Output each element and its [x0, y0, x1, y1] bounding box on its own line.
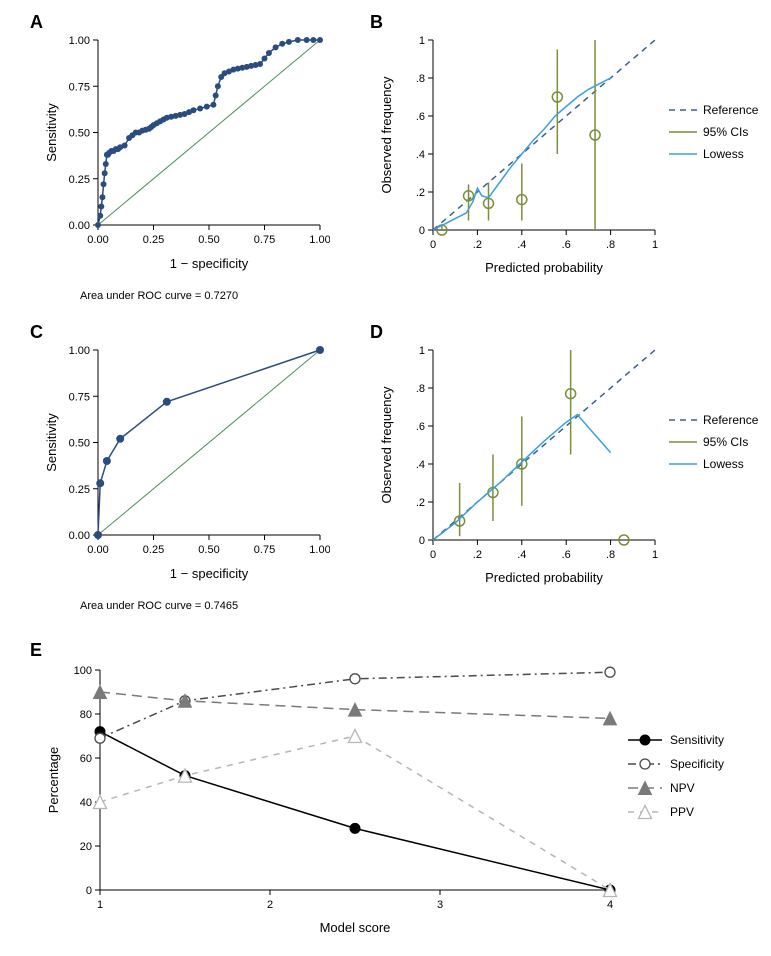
svg-text:0.75: 0.75: [69, 81, 90, 93]
svg-text:1: 1: [652, 239, 658, 251]
svg-text:0: 0: [419, 535, 425, 547]
svg-text:1.00: 1.00: [69, 345, 90, 357]
svg-text:95% CIs: 95% CIs: [703, 125, 748, 139]
panel-b: 0 .2 .4 .6 .8 1 0 .2 .4 .6 .8 1 Predicted probabilit…: [375, 30, 765, 280]
svg-text:0: 0: [430, 549, 436, 561]
panel-d: 0 .2 .4 .6 .8 1 0 .2 .4 .6 .8 1 Predicted probabilit…: [375, 340, 765, 590]
panel-a-svg: 0.00 0.25 0.50 0.75 1.00 0.00 0.25 0.50 0.75 1.00…: [40, 30, 330, 280]
panel-c: 0.00 0.25 0.50 0.75 1.00 0.00 0.25 0.50 0.75 1.00…: [40, 340, 330, 590]
svg-text:Predicted probability: Predicted probability: [485, 260, 603, 275]
panel-e-svg: 1234020406080100Model scorePercentageSen…: [40, 660, 750, 940]
panel-a: 0.00 0.25 0.50 0.75 1.00 0.00 0.25 0.50 0.75 1.00…: [40, 30, 330, 280]
svg-text:PPV: PPV: [670, 805, 694, 819]
svg-text:1.00: 1.00: [309, 234, 330, 246]
svg-text:Sensitivity: Sensitivity: [44, 103, 59, 162]
svg-text:1.00: 1.00: [309, 544, 330, 556]
panel-d-svg: 0 .2 .4 .6 .8 1 0 .2 .4 .6 .8 1 Predicted probabilit…: [375, 340, 765, 590]
svg-text:0.25: 0.25: [143, 234, 164, 246]
svg-text:.6: .6: [416, 421, 425, 433]
svg-text:Lowess: Lowess: [703, 457, 744, 471]
panel-e: 1234020406080100Model scorePercentageSen…: [40, 660, 750, 940]
svg-text:0.25: 0.25: [69, 174, 90, 186]
panel-c-svg: 0.00 0.25 0.50 0.75 1.00 0.00 0.25 0.50 0.75 1.00…: [40, 340, 330, 590]
svg-text:0.25: 0.25: [143, 544, 164, 556]
svg-text:Model score: Model score: [320, 920, 391, 935]
svg-text:Sensitivity: Sensitivity: [44, 413, 59, 472]
svg-text:.6: .6: [416, 111, 425, 123]
svg-text:4: 4: [607, 899, 613, 911]
svg-text:Reference: Reference: [703, 413, 759, 427]
svg-text:2: 2: [267, 899, 273, 911]
svg-text:95% CIs: 95% CIs: [703, 435, 748, 449]
svg-text:.4: .4: [416, 459, 425, 471]
svg-text:Percentage: Percentage: [46, 747, 61, 814]
svg-text:Sensitivity: Sensitivity: [670, 733, 724, 747]
svg-text:.8: .8: [416, 383, 425, 395]
svg-text:0.00: 0.00: [69, 530, 90, 542]
svg-text:.4: .4: [517, 239, 526, 251]
svg-text:Reference: Reference: [703, 103, 759, 117]
panel-a-caption: Area under ROC curve = 0.7270: [80, 290, 238, 302]
svg-text:1: 1: [97, 899, 103, 911]
svg-text:Specificity: Specificity: [670, 757, 724, 771]
svg-text:20: 20: [80, 841, 92, 853]
svg-text:0.75: 0.75: [254, 234, 275, 246]
panel-e-label: E: [30, 640, 42, 661]
svg-text:0.25: 0.25: [69, 484, 90, 496]
svg-text:.6: .6: [562, 239, 571, 251]
svg-text:.2: .2: [473, 239, 482, 251]
svg-text:.4: .4: [517, 549, 526, 561]
svg-text:0.75: 0.75: [254, 544, 275, 556]
svg-text:NPV: NPV: [670, 781, 695, 795]
svg-text:Observed frequency: Observed frequency: [379, 386, 394, 504]
svg-text:0: 0: [86, 885, 92, 897]
svg-text:1: 1: [419, 345, 425, 357]
svg-text:.6: .6: [562, 549, 571, 561]
svg-text:40: 40: [80, 797, 92, 809]
svg-text:Observed frequency: Observed frequency: [379, 76, 394, 194]
svg-text:.2: .2: [416, 497, 425, 509]
svg-text:0: 0: [419, 225, 425, 237]
svg-text:.8: .8: [606, 239, 615, 251]
svg-text:0.00: 0.00: [87, 234, 108, 246]
svg-text:1 − specificity: 1 − specificity: [170, 256, 249, 271]
svg-text:.2: .2: [416, 187, 425, 199]
svg-text:0.50: 0.50: [198, 234, 219, 246]
svg-text:1 − specificity: 1 − specificity: [170, 566, 249, 581]
svg-text:Predicted probability: Predicted probability: [485, 570, 603, 585]
svg-text:1: 1: [652, 549, 658, 561]
svg-text:60: 60: [80, 753, 92, 765]
figure-container: A 0.000.250.500.751.000.000.250.500.751.…: [0, 0, 771, 956]
svg-text:0: 0: [430, 239, 436, 251]
svg-text:1: 1: [419, 35, 425, 47]
svg-text:0.50: 0.50: [69, 128, 90, 140]
svg-text:Lowess: Lowess: [703, 147, 744, 161]
svg-text:80: 80: [80, 709, 92, 721]
svg-text:1.00: 1.00: [69, 35, 90, 47]
svg-text:0.75: 0.75: [69, 391, 90, 403]
svg-text:3: 3: [437, 899, 443, 911]
svg-text:.8: .8: [416, 73, 425, 85]
svg-text:.4: .4: [416, 149, 425, 161]
svg-text:0.50: 0.50: [69, 438, 90, 450]
panel-b-svg: 0 .2 .4 .6 .8 1 0 .2 .4 .6 .8 1 Predicted probabilit…: [375, 30, 765, 280]
svg-text:0.50: 0.50: [198, 544, 219, 556]
panel-c-caption: Area under ROC curve = 0.7465: [80, 600, 238, 612]
svg-text:0.00: 0.00: [69, 220, 90, 232]
svg-text:.8: .8: [606, 549, 615, 561]
svg-text:.2: .2: [473, 549, 482, 561]
svg-text:100: 100: [74, 665, 92, 677]
svg-text:0.00: 0.00: [87, 544, 108, 556]
